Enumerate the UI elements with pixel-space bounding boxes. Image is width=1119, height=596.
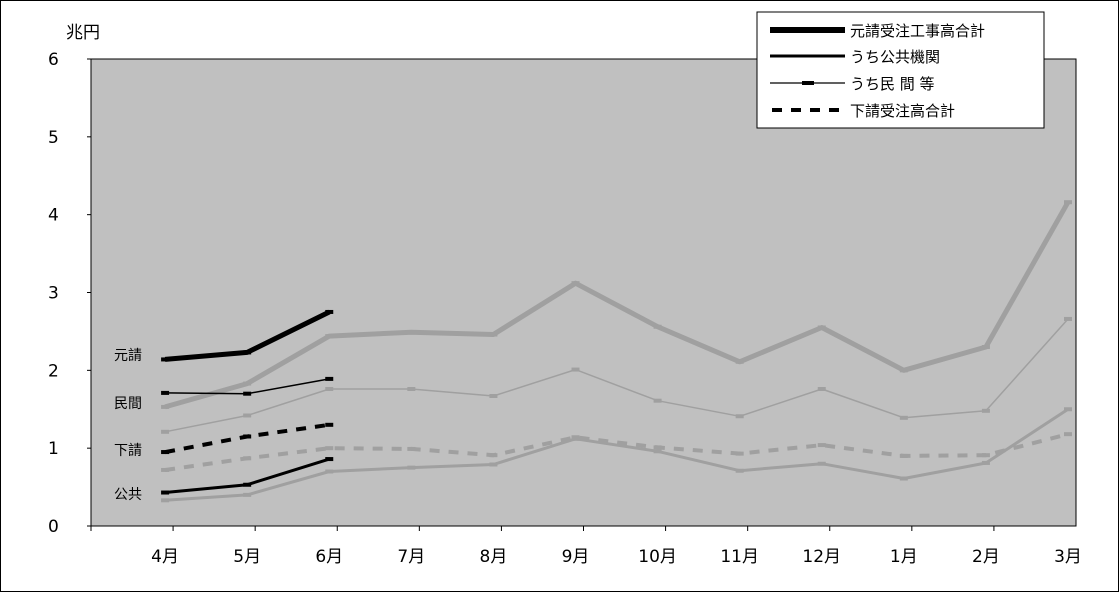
legend-label-koukyou: うち公共機関 [850, 48, 940, 66]
data-point-marker [161, 490, 170, 495]
data-point-marker [407, 465, 416, 470]
data-point-marker [161, 467, 170, 472]
data-point-marker [161, 429, 170, 434]
data-point-marker [325, 446, 334, 451]
data-point-marker [1064, 200, 1072, 205]
data-point-marker [243, 482, 252, 487]
data-point-marker [981, 408, 990, 413]
y-tick-label: 6 [48, 50, 59, 70]
data-point-marker [571, 436, 580, 441]
annotation-label-gensei: 元請 [114, 348, 142, 364]
data-point-marker [407, 387, 416, 392]
data-point-marker [325, 334, 334, 339]
y-axis-unit-label: 兆円 [66, 23, 100, 43]
data-point-marker [407, 446, 416, 451]
y-tick-label: 5 [48, 128, 59, 148]
annotation-label-koukyou: 公共 [114, 487, 142, 503]
data-point-marker [899, 415, 908, 420]
data-point-marker [489, 332, 498, 337]
series-line-4 [164, 200, 1071, 410]
data-point-marker [489, 453, 498, 458]
data-point-marker [571, 281, 580, 286]
data-point-marker [325, 309, 334, 314]
y-tick-label: 2 [48, 361, 59, 381]
data-point-marker [1064, 316, 1072, 321]
data-point-marker [161, 498, 170, 503]
x-tick-label: 1月 [890, 547, 918, 567]
data-point-marker [243, 391, 252, 396]
data-point-marker [1064, 432, 1072, 437]
x-tick-label: 7月 [397, 547, 425, 567]
data-point-marker [653, 398, 662, 403]
data-point-marker [325, 387, 334, 392]
data-point-marker [571, 367, 580, 372]
x-tick-label: 3月 [1054, 547, 1082, 567]
series-layer [161, 200, 1072, 503]
x-tick-label: 2月 [972, 547, 1000, 567]
data-point-marker [243, 350, 252, 355]
plot-area [90, 58, 1077, 527]
x-tick-label: 5月 [233, 547, 261, 567]
x-tick-label: 6月 [315, 547, 343, 567]
data-point-marker [735, 451, 744, 456]
data-point-marker [899, 453, 908, 458]
y-tick-label: 4 [48, 206, 59, 226]
data-point-marker [243, 413, 252, 418]
data-point-marker [735, 359, 744, 364]
annotation-label-minkan: 民間 [114, 396, 142, 412]
y-axis-ticks: 0 1 2 3 4 5 6 [48, 50, 91, 537]
data-point-marker [243, 381, 252, 386]
annotation-label-shitauke: 下請 [114, 443, 142, 459]
legend-label-gensei-total: 元請受注工事高合計 [850, 22, 985, 40]
x-tick-label: 12月 [802, 547, 841, 567]
data-point-marker [325, 422, 334, 427]
data-point-marker [243, 434, 252, 439]
data-point-marker [325, 469, 334, 474]
data-point-marker [653, 324, 662, 329]
data-point-marker [981, 344, 990, 349]
x-axis-ticks: 4月 5月 6月 7月 8月 9月 10月 11月 12月 1月 2月 3月 [90, 526, 1082, 567]
legend-label-minkan: うち民 間 等 [850, 75, 935, 93]
x-tick-label: 4月 [151, 547, 179, 567]
data-point-marker [899, 368, 908, 373]
series-line-7 [165, 408, 1069, 502]
legend-swatch-minkan-marker [802, 81, 814, 85]
series-line-5 [164, 318, 1069, 433]
data-point-marker [489, 394, 498, 399]
data-point-marker [653, 445, 662, 450]
data-point-marker [817, 325, 826, 330]
data-point-marker [325, 376, 334, 381]
data-point-marker [325, 457, 334, 462]
data-point-marker [817, 461, 826, 466]
y-tick-label: 1 [48, 439, 59, 459]
data-point-marker [489, 462, 498, 467]
data-point-marker [735, 468, 744, 473]
data-point-marker [161, 404, 170, 409]
data-point-marker [735, 414, 744, 419]
x-tick-label: 11月 [720, 547, 759, 567]
legend-label-shitauke: 下請受注高合計 [850, 102, 955, 120]
data-point-marker [161, 357, 170, 362]
data-point-marker [817, 387, 826, 392]
data-point-marker [243, 456, 252, 461]
data-point-marker [161, 390, 170, 395]
data-point-marker [161, 450, 170, 455]
data-point-marker [981, 453, 990, 458]
x-tick-label: 8月 [480, 547, 508, 567]
data-point-marker [407, 330, 416, 335]
data-point-marker [243, 492, 252, 497]
data-point-marker [653, 449, 662, 454]
data-point-marker [1064, 407, 1072, 412]
x-tick-label: 10月 [638, 547, 677, 567]
y-tick-label: 3 [48, 284, 59, 304]
data-point-marker [817, 443, 826, 448]
data-point-marker [981, 460, 990, 465]
x-tick-label: 9月 [562, 547, 590, 567]
legend: 元請受注工事高合計 うち公共機関 うち民 間 等 下請受注高合計 [756, 11, 1045, 129]
y-tick-label: 0 [48, 517, 59, 537]
data-point-marker [899, 476, 908, 481]
